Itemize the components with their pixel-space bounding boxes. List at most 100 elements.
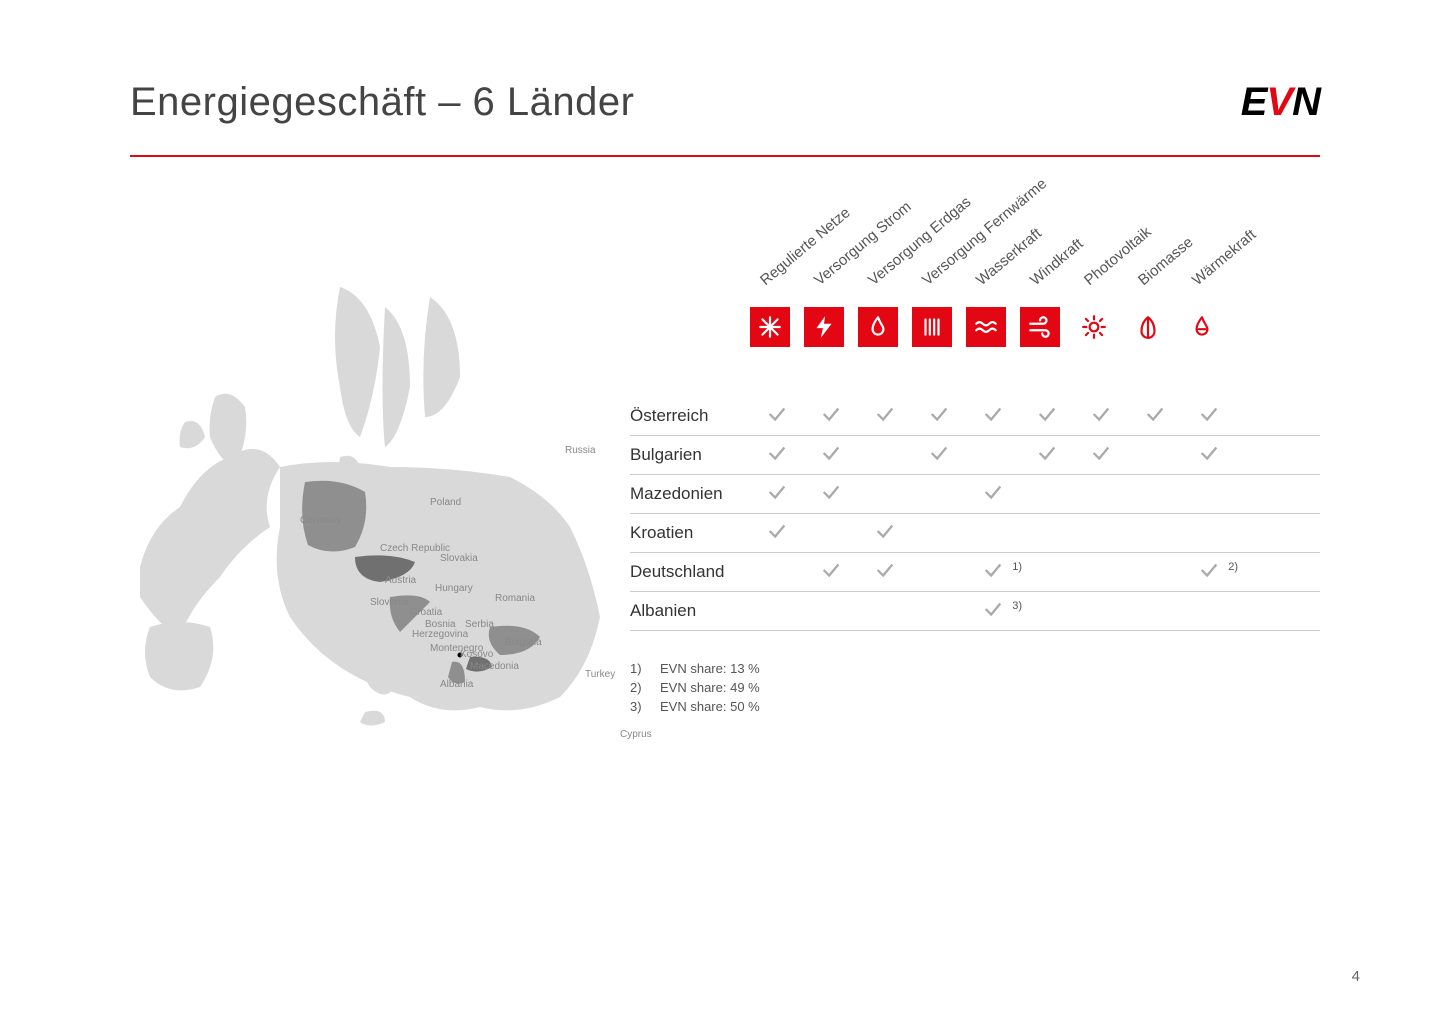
cell [858,403,912,430]
cell [750,481,804,508]
slide: Energiegeschäft – 6 Länder EVN [0,0,1440,1035]
checkmark-icon [1144,403,1166,430]
cell [858,442,912,469]
map-label: Turkey [585,669,615,680]
checkmark-icon [1090,442,1112,469]
cell [1182,598,1236,625]
row-cells [750,442,1236,469]
map-iberia [145,622,213,690]
data-table: ÖsterreichBulgarienMazedonienKroatienDeu… [630,397,1320,631]
cell [858,598,912,625]
checkmark-icon [1198,442,1220,469]
grid-icon [750,307,790,347]
checkmark-icon [766,520,788,547]
map-label: Hungary [435,583,473,594]
cell [804,403,858,430]
checkmark-icon [874,559,896,586]
page-number: 4 [1352,968,1360,985]
map-sicily [360,711,385,726]
checkmark-icon [874,403,896,430]
checkmark-icon [982,403,1004,430]
map-sweden [383,307,411,447]
europe-map-svg [130,267,610,787]
row-cells: 1)2) [750,559,1236,586]
row-label: Deutschland [630,562,750,582]
checkmark-icon [820,442,842,469]
footnote: 3)EVN share: 50 % [630,699,1320,714]
map-label: Germany [300,515,341,526]
row-cells [750,481,1236,508]
column-header: Regulierte Netze [757,204,854,289]
footnote-text: EVN share: 49 % [660,680,760,695]
map-label: Serbia [465,619,494,630]
checkmark-icon [820,559,842,586]
checkmark-icon [766,442,788,469]
cell [1128,403,1182,430]
map-label: Romania [495,593,535,604]
cell [912,520,966,547]
table-row: Deutschland1)2) [630,553,1320,592]
cell [1128,442,1182,469]
checkmark-icon [874,520,896,547]
cell [1128,481,1182,508]
checkmark-icon [1198,559,1220,586]
table-row: Mazedonien [630,475,1320,514]
checkmark-icon [820,481,842,508]
footnote-ref: 2) [1228,561,1238,573]
map-finland [423,297,460,417]
checkmark-icon [1036,442,1058,469]
cell [912,559,966,586]
cell [912,481,966,508]
cell: 2) [1182,559,1236,586]
leaf-icon [1128,307,1168,347]
cell [804,520,858,547]
wave-icon [966,307,1006,347]
cell [1074,559,1128,586]
checkmark-icon [928,403,950,430]
footnote-num: 2) [630,680,660,695]
cell [1074,442,1128,469]
cell [750,442,804,469]
cell [750,598,804,625]
cell [966,442,1020,469]
footnote-num: 1) [630,661,660,676]
checkmark-icon [982,598,1004,625]
cell [804,481,858,508]
footnotes: 1)EVN share: 13 %2)EVN share: 49 %3)EVN … [630,661,1320,714]
checkmark-icon [1090,403,1112,430]
cell [858,520,912,547]
evn-logo: EVN [1241,80,1320,125]
cell [750,520,804,547]
map-label: Kosovo [460,649,493,660]
logo-e: E [1241,80,1267,124]
map-label: Slovenia [370,597,408,608]
cell [1020,559,1074,586]
map-label: Bulgaria [505,637,542,648]
wind-icon [1020,307,1060,347]
column-headers: Regulierte NetzeVersorgung StromVersorgu… [630,187,1320,347]
cell [912,442,966,469]
cell [1182,481,1236,508]
cell [1182,520,1236,547]
row-label: Bulgarien [630,445,750,465]
cell [1020,598,1074,625]
header: Energiegeschäft – 6 Länder EVN [130,80,1320,125]
table-row: Bulgarien [630,436,1320,475]
cell [912,598,966,625]
cell [1182,403,1236,430]
cell [750,559,804,586]
map-label: Albania [440,679,473,690]
column-header: Wärmekraft [1189,226,1259,289]
footnote-num: 3) [630,699,660,714]
cell [1020,403,1074,430]
cell [1020,481,1074,508]
map-west-europe [140,449,280,637]
cell [1074,598,1128,625]
cell [966,403,1020,430]
row-label: Kroatien [630,523,750,543]
map-label: Poland [430,497,461,508]
checkmark-icon [820,403,842,430]
radiator-icon [912,307,952,347]
footnote-text: EVN share: 50 % [660,699,760,714]
cell [1074,520,1128,547]
